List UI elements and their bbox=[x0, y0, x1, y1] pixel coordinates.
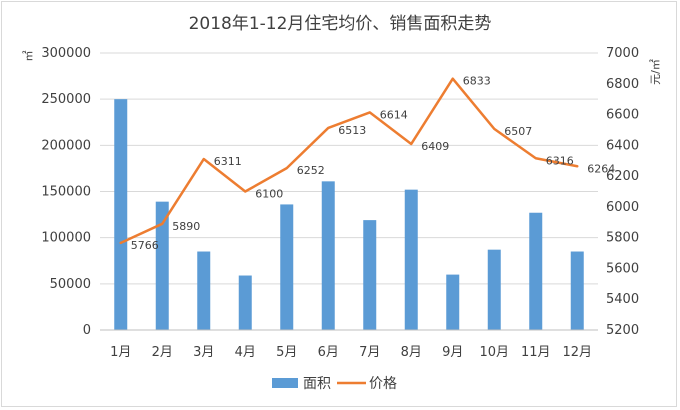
area-bars bbox=[114, 99, 584, 331]
y-right-tick-label: 5400 bbox=[606, 292, 639, 307]
gridlines bbox=[100, 52, 598, 285]
chart-title: 2018年1-12月住宅均价、销售面积走势 bbox=[188, 14, 492, 34]
x-tick-label: 1月 bbox=[110, 345, 131, 360]
area-bar bbox=[570, 251, 584, 330]
price-data-label: 6833 bbox=[463, 75, 491, 88]
y-left-tick-label: 200000 bbox=[41, 138, 91, 153]
y-left-tick-label: 250000 bbox=[41, 92, 91, 107]
price-data-label: 6513 bbox=[338, 124, 366, 137]
price-data-label: 6507 bbox=[504, 125, 532, 138]
price-data-label: 5890 bbox=[172, 220, 200, 233]
area-bar bbox=[363, 220, 377, 330]
y-right-tick-label: 7000 bbox=[606, 46, 639, 61]
area-bar bbox=[155, 201, 169, 330]
price-data-label: 6100 bbox=[255, 188, 283, 201]
x-tick-label: 10月 bbox=[479, 345, 509, 360]
x-tick-label: 9月 bbox=[442, 345, 463, 360]
y-left-tick-label: 50000 bbox=[50, 277, 91, 292]
y-left-tick-label: 300000 bbox=[41, 46, 91, 61]
area-bar bbox=[321, 181, 335, 330]
x-tick-label: 2月 bbox=[152, 345, 173, 360]
y-right-tick-label: 6200 bbox=[606, 169, 639, 184]
price-data-label: 6252 bbox=[297, 164, 325, 177]
x-tick-label: 11月 bbox=[521, 345, 551, 360]
area-bar bbox=[238, 275, 252, 330]
y-right-tick-label: 6000 bbox=[606, 200, 639, 215]
area-bar bbox=[114, 99, 128, 331]
area-bar bbox=[529, 212, 543, 330]
area-bar bbox=[280, 204, 294, 330]
price-data-label: 6409 bbox=[421, 140, 449, 153]
price-data-label: 6311 bbox=[214, 155, 242, 168]
area-bar bbox=[197, 251, 211, 330]
x-tick-label: 3月 bbox=[193, 345, 214, 360]
x-tick-label: 7月 bbox=[359, 345, 380, 360]
y-left-tick-label: 0 bbox=[83, 323, 91, 338]
x-tick-label: 12月 bbox=[562, 345, 592, 360]
y-left-tick-label: 100000 bbox=[41, 231, 91, 246]
price-data-label: 6264 bbox=[587, 162, 615, 175]
area-bar bbox=[404, 189, 418, 330]
y-right-tick-label: 6800 bbox=[606, 77, 639, 92]
price-line-group: 5766 5890 6311 6100 6252 6513 6614 6409 6833 6507… bbox=[119, 75, 615, 252]
y-right-tick-label: 6400 bbox=[606, 138, 639, 153]
area-bar bbox=[446, 274, 460, 330]
legend: 面积 价格 bbox=[272, 376, 397, 392]
legend-label-area: 面积 bbox=[303, 376, 331, 392]
x-tick-label: 5月 bbox=[276, 345, 297, 360]
legend-swatch-area bbox=[272, 378, 298, 388]
legend-label-price: 价格 bbox=[369, 376, 397, 392]
area-bar bbox=[487, 249, 501, 330]
y-right-unit-label: 元/㎡ bbox=[649, 59, 662, 85]
axes: 0 50000 100000 150000 200000 250000 300000 5200… bbox=[22, 46, 662, 360]
y-right-tick-label: 6600 bbox=[606, 108, 639, 123]
y-right-tick-label: 5200 bbox=[606, 323, 639, 338]
y-right-tick-label: 5600 bbox=[606, 261, 639, 276]
price-data-label: 5766 bbox=[131, 239, 159, 252]
price-data-label: 6614 bbox=[380, 108, 408, 121]
x-tick-label: 6月 bbox=[318, 345, 339, 360]
x-tick-label: 4月 bbox=[235, 345, 256, 360]
price-line bbox=[119, 77, 579, 245]
y-left-tick-label: 150000 bbox=[41, 185, 91, 200]
y-right-tick-label: 5800 bbox=[606, 231, 639, 246]
y-left-unit-label: ㎡ bbox=[22, 51, 35, 62]
x-tick-label: 8月 bbox=[401, 345, 422, 360]
price-data-label: 6316 bbox=[546, 154, 574, 167]
